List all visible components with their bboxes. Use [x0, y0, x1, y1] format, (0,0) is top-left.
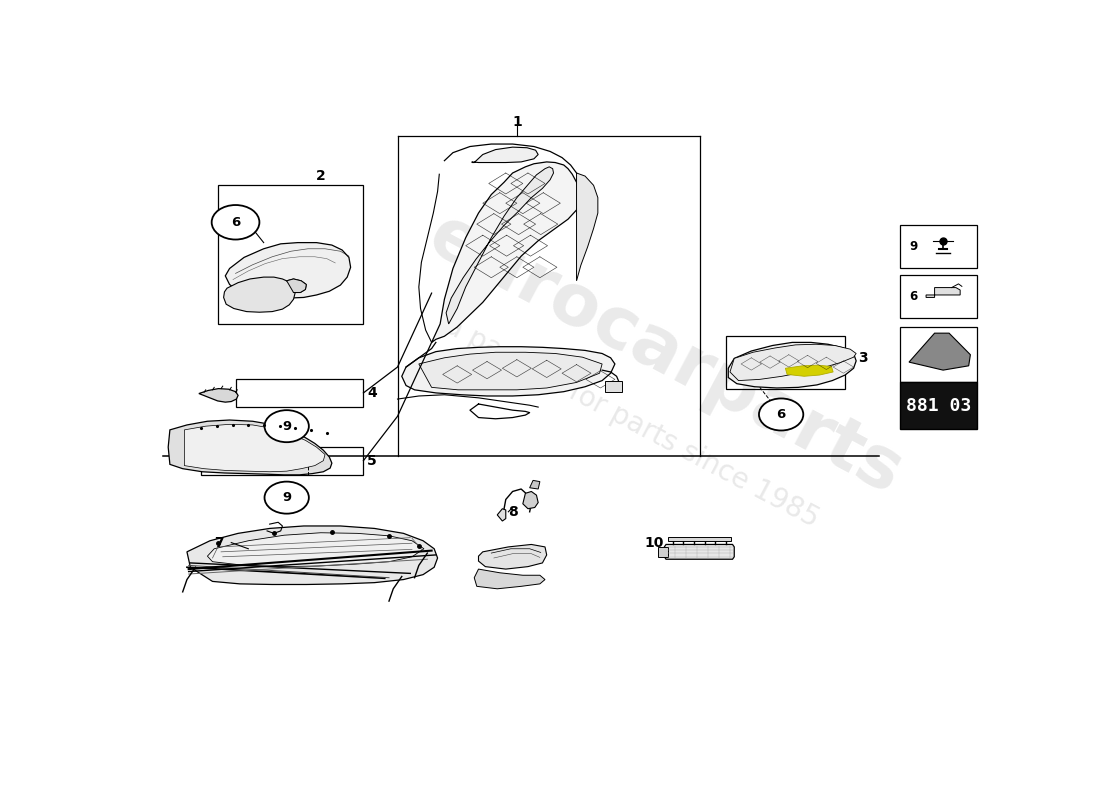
Polygon shape	[402, 346, 615, 396]
Polygon shape	[223, 277, 295, 312]
Polygon shape	[909, 333, 970, 370]
Polygon shape	[730, 344, 856, 381]
Bar	[901, 327, 977, 382]
Polygon shape	[287, 279, 306, 293]
Polygon shape	[199, 389, 238, 402]
Polygon shape	[472, 147, 538, 162]
Text: 7: 7	[214, 536, 224, 550]
Polygon shape	[658, 547, 668, 557]
Circle shape	[264, 482, 309, 514]
Text: 1: 1	[512, 115, 521, 129]
Polygon shape	[785, 365, 833, 376]
Bar	[901, 226, 977, 269]
Polygon shape	[576, 173, 598, 281]
Polygon shape	[431, 162, 581, 342]
Text: 4: 4	[367, 386, 377, 400]
Text: a passion for parts since 1985: a passion for parts since 1985	[440, 312, 824, 534]
Text: 6: 6	[777, 408, 785, 421]
Bar	[901, 382, 977, 429]
Text: 6: 6	[909, 290, 917, 302]
Text: 2: 2	[316, 169, 326, 183]
Circle shape	[264, 410, 309, 442]
Bar	[605, 381, 621, 392]
Polygon shape	[530, 480, 540, 489]
Bar	[901, 274, 977, 318]
Text: 3: 3	[858, 350, 868, 365]
Polygon shape	[474, 569, 544, 589]
Text: 5: 5	[367, 454, 377, 468]
Polygon shape	[668, 537, 730, 541]
Polygon shape	[664, 545, 735, 559]
Polygon shape	[478, 545, 547, 569]
Text: 9: 9	[282, 420, 292, 433]
Text: 6: 6	[231, 216, 240, 229]
Text: 9: 9	[282, 491, 292, 504]
Circle shape	[759, 398, 803, 430]
Polygon shape	[185, 424, 326, 472]
Bar	[726, 336, 845, 389]
Text: eurocarparts: eurocarparts	[417, 201, 915, 509]
Circle shape	[211, 205, 260, 239]
Polygon shape	[187, 526, 438, 585]
Text: 8: 8	[508, 505, 518, 519]
Bar	[219, 186, 363, 324]
Polygon shape	[522, 491, 538, 509]
Polygon shape	[497, 509, 506, 521]
Bar	[235, 379, 363, 407]
Polygon shape	[168, 420, 332, 475]
Polygon shape	[447, 167, 553, 324]
Bar	[201, 447, 363, 475]
Text: 881 03: 881 03	[906, 397, 971, 414]
Polygon shape	[208, 533, 424, 566]
Text: 9: 9	[909, 241, 917, 254]
Polygon shape	[419, 352, 602, 390]
Text: 10: 10	[645, 536, 664, 550]
Polygon shape	[926, 287, 960, 298]
Polygon shape	[728, 342, 856, 388]
Polygon shape	[226, 242, 351, 298]
